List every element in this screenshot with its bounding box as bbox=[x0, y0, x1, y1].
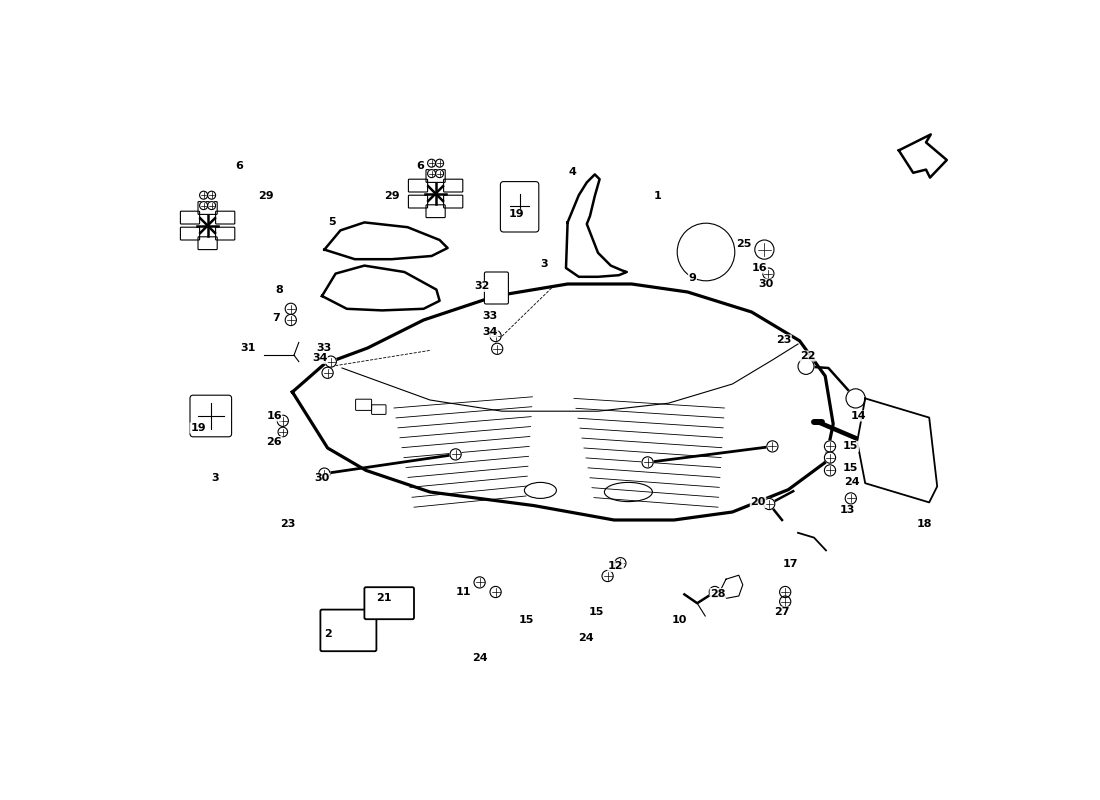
Text: 27: 27 bbox=[774, 607, 790, 617]
Text: 15: 15 bbox=[843, 463, 858, 473]
Text: 33: 33 bbox=[317, 343, 332, 353]
Text: 8: 8 bbox=[276, 285, 284, 294]
Circle shape bbox=[277, 415, 288, 426]
Text: 23: 23 bbox=[279, 519, 295, 529]
Circle shape bbox=[319, 468, 330, 479]
Text: 18: 18 bbox=[916, 519, 932, 529]
Text: 21: 21 bbox=[376, 594, 392, 603]
Circle shape bbox=[199, 191, 208, 199]
Text: 14: 14 bbox=[850, 411, 866, 421]
Text: 2: 2 bbox=[323, 629, 331, 638]
Text: 15: 15 bbox=[843, 442, 858, 451]
Text: 15: 15 bbox=[518, 615, 534, 625]
Circle shape bbox=[780, 596, 791, 607]
Text: 31: 31 bbox=[240, 343, 255, 353]
Text: 29: 29 bbox=[258, 191, 274, 201]
Text: 30: 30 bbox=[315, 474, 330, 483]
Polygon shape bbox=[722, 575, 742, 598]
Text: 4: 4 bbox=[569, 167, 576, 177]
Circle shape bbox=[474, 577, 485, 588]
Circle shape bbox=[755, 240, 774, 259]
Circle shape bbox=[450, 449, 461, 460]
Text: 17: 17 bbox=[782, 559, 797, 569]
Text: 25: 25 bbox=[736, 239, 751, 249]
FancyBboxPatch shape bbox=[500, 182, 539, 232]
Circle shape bbox=[846, 389, 866, 408]
Circle shape bbox=[208, 202, 216, 210]
Text: 1: 1 bbox=[654, 191, 662, 201]
FancyBboxPatch shape bbox=[190, 395, 232, 437]
FancyBboxPatch shape bbox=[364, 587, 414, 619]
Text: 5: 5 bbox=[329, 218, 337, 227]
Text: 13: 13 bbox=[840, 506, 856, 515]
Text: 23: 23 bbox=[776, 335, 791, 345]
Polygon shape bbox=[566, 174, 627, 277]
Circle shape bbox=[763, 498, 774, 510]
Text: 24: 24 bbox=[579, 634, 594, 643]
Polygon shape bbox=[322, 266, 440, 310]
Circle shape bbox=[285, 303, 296, 314]
Polygon shape bbox=[857, 398, 937, 502]
Text: 12: 12 bbox=[608, 562, 624, 571]
Text: 26: 26 bbox=[266, 437, 282, 446]
Circle shape bbox=[436, 170, 443, 178]
Circle shape bbox=[278, 427, 287, 437]
Circle shape bbox=[798, 358, 814, 374]
Circle shape bbox=[322, 367, 333, 378]
Circle shape bbox=[436, 159, 443, 167]
Circle shape bbox=[762, 268, 774, 279]
FancyBboxPatch shape bbox=[484, 272, 508, 304]
Circle shape bbox=[490, 330, 502, 342]
Polygon shape bbox=[324, 222, 448, 259]
Text: 30: 30 bbox=[758, 279, 773, 289]
Circle shape bbox=[642, 457, 653, 468]
Text: 24: 24 bbox=[472, 653, 487, 662]
Polygon shape bbox=[899, 134, 947, 178]
Text: 22: 22 bbox=[800, 351, 815, 361]
Text: 34: 34 bbox=[312, 354, 328, 363]
Circle shape bbox=[490, 586, 502, 598]
Text: 3: 3 bbox=[212, 474, 219, 483]
Circle shape bbox=[208, 191, 216, 199]
Text: 7: 7 bbox=[273, 314, 280, 323]
Circle shape bbox=[199, 202, 208, 210]
Circle shape bbox=[326, 356, 337, 367]
Circle shape bbox=[615, 558, 626, 569]
Circle shape bbox=[824, 441, 836, 452]
Circle shape bbox=[780, 586, 791, 598]
Text: 20: 20 bbox=[750, 498, 766, 507]
Text: 24: 24 bbox=[845, 477, 860, 486]
Circle shape bbox=[492, 343, 503, 354]
Text: 16: 16 bbox=[266, 411, 282, 421]
Text: 33: 33 bbox=[483, 311, 497, 321]
Circle shape bbox=[824, 452, 836, 463]
Text: 32: 32 bbox=[474, 282, 490, 291]
Circle shape bbox=[428, 170, 436, 178]
Text: 34: 34 bbox=[482, 327, 497, 337]
Text: 11: 11 bbox=[455, 587, 472, 597]
Text: 19: 19 bbox=[190, 423, 206, 433]
Text: 15: 15 bbox=[588, 607, 604, 617]
Circle shape bbox=[602, 570, 613, 582]
Text: 29: 29 bbox=[384, 191, 399, 201]
Circle shape bbox=[285, 314, 296, 326]
Text: 28: 28 bbox=[711, 589, 726, 598]
Text: 19: 19 bbox=[508, 210, 525, 219]
Circle shape bbox=[767, 441, 778, 452]
Text: 10: 10 bbox=[672, 615, 688, 625]
Circle shape bbox=[428, 159, 436, 167]
FancyBboxPatch shape bbox=[320, 610, 376, 651]
Text: 9: 9 bbox=[689, 274, 696, 283]
Text: 16: 16 bbox=[751, 263, 768, 273]
Text: 6: 6 bbox=[417, 162, 425, 171]
Circle shape bbox=[710, 586, 720, 598]
Polygon shape bbox=[293, 284, 833, 520]
Circle shape bbox=[824, 465, 836, 476]
Text: 3: 3 bbox=[540, 259, 548, 269]
Text: 6: 6 bbox=[235, 162, 243, 171]
Circle shape bbox=[845, 493, 857, 504]
